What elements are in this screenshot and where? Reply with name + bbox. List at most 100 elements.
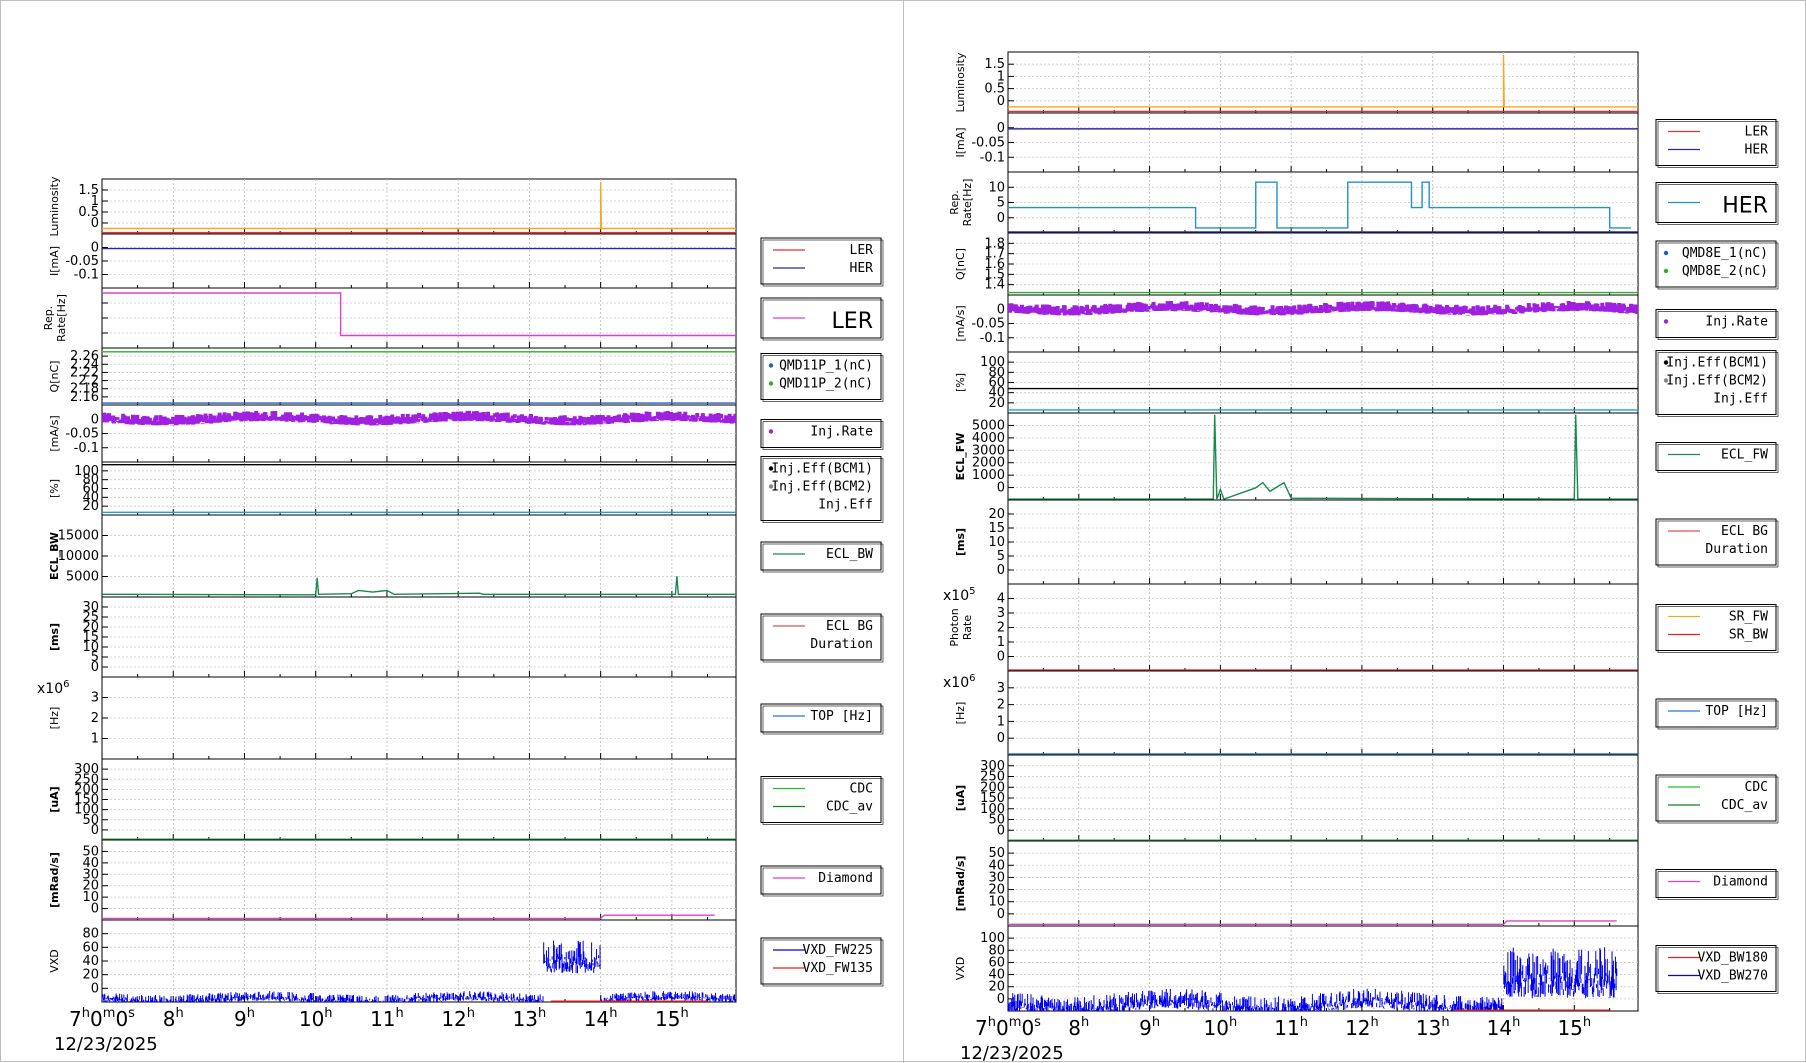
y-tick-label: 1.5 bbox=[984, 267, 1005, 282]
y-tick-label: 0 bbox=[91, 660, 99, 675]
y-tick-label: 50 bbox=[988, 813, 1005, 828]
x-tick-label: 12h bbox=[1345, 1015, 1379, 1040]
legend-box bbox=[1655, 698, 1777, 728]
legend-box bbox=[1655, 869, 1777, 898]
legend-swatch bbox=[768, 363, 774, 368]
legend-box bbox=[1655, 240, 1777, 288]
y-tick-label: 20 bbox=[82, 499, 99, 514]
x-tick-label: 8h bbox=[163, 1006, 184, 1031]
y-tick-label: 15000 bbox=[58, 529, 99, 544]
legend-shadow bbox=[1657, 776, 1779, 824]
legend-cdc: CDC CDC_av bbox=[1655, 774, 1779, 824]
y-tick-label: 300 bbox=[980, 759, 1005, 774]
y-tick-label: 10 bbox=[82, 640, 99, 655]
y-tick-label: 1 bbox=[997, 714, 1005, 729]
legend-label: CDC_av bbox=[1721, 798, 1768, 813]
legend-box bbox=[760, 541, 882, 571]
series-line-0 bbox=[1008, 181, 1631, 229]
legend-shadow bbox=[1657, 871, 1779, 900]
y-exponent-label: x105 bbox=[943, 586, 975, 604]
series-group bbox=[1008, 55, 1638, 113]
y-tick-label: 0 bbox=[997, 563, 1005, 578]
y-tick-label: 15 bbox=[82, 630, 99, 645]
legend-swatch bbox=[1663, 268, 1669, 274]
date-label: 12/23/2025 bbox=[960, 1043, 1064, 1063]
legend-label: Inj.Eff(BCM1) bbox=[771, 462, 873, 477]
y-tick-label: 0 bbox=[91, 412, 99, 427]
legend-label: Inj.Rate bbox=[1705, 315, 1768, 330]
y-tick-label: 0 bbox=[91, 981, 99, 996]
legend-eclbg: ECL BG Duration bbox=[760, 613, 884, 663]
subplot-top: 3 2 1 [Hz] x106 TOP [Hz] bbox=[37, 676, 884, 760]
legend-top: TOP [Hz] bbox=[1655, 698, 1779, 730]
legend-eclbg: ECL BG Duration bbox=[1655, 518, 1779, 568]
legend-shadow bbox=[762, 421, 884, 450]
y-axis-label: [mA/s] bbox=[48, 415, 61, 451]
y-tick-label: 2.18 bbox=[70, 382, 99, 397]
y-tick-label: 40 bbox=[988, 386, 1005, 401]
series-group bbox=[1008, 300, 1638, 316]
series-group bbox=[102, 463, 736, 514]
y-tick-label: 0 bbox=[997, 731, 1005, 746]
legend-label: CDC bbox=[1745, 780, 1768, 795]
y-tick-label: 0 bbox=[997, 992, 1005, 1007]
y-tick-label: 5 bbox=[997, 196, 1005, 211]
legend-vxd: VXD_BW180 VXD_BW270 bbox=[1655, 945, 1779, 994]
y-tick-label: 0 bbox=[997, 94, 1005, 109]
y-tick-label: 0.5 bbox=[984, 82, 1005, 97]
series-group bbox=[102, 940, 736, 1002]
x-tick-label: 13h bbox=[1416, 1015, 1450, 1040]
subplot-top: 3 21 0 [Hz] x106 TOP [Hz] bbox=[943, 670, 1779, 756]
legend-label: Inj.Eff bbox=[818, 498, 873, 513]
x-tick-label: 14h bbox=[584, 1006, 618, 1031]
y-tick-label: 3 bbox=[91, 691, 99, 706]
y-tick-label: 1.7 bbox=[984, 247, 1005, 262]
subplot-q: 1.81.71.61.51.4 Q[nC] QMD8E_1(nC) QMD8E_2(n… bbox=[954, 232, 1779, 296]
series-group bbox=[102, 576, 736, 596]
plot-frame bbox=[1007, 412, 1639, 501]
legend-box bbox=[760, 353, 882, 400]
legend-shadow bbox=[762, 867, 884, 897]
legend-shadow bbox=[1657, 520, 1779, 568]
y-tick-label: 200 bbox=[74, 782, 99, 797]
series-group bbox=[1008, 387, 1638, 411]
y-tick-label: -0.1 bbox=[74, 441, 99, 456]
y-tick-label: 3000 bbox=[972, 443, 1005, 458]
x-tick-label: 7h0m0s bbox=[69, 1006, 135, 1031]
y-tick-label: 40 bbox=[82, 856, 99, 871]
legend-swatch bbox=[768, 484, 774, 489]
legend-dia: Diamond bbox=[1655, 869, 1779, 900]
x-tick-label: 13h bbox=[513, 1006, 547, 1031]
y-tick-label: 30 bbox=[82, 600, 99, 615]
y-tick-label: 150 bbox=[74, 793, 99, 808]
series-group bbox=[102, 351, 736, 404]
y-tick-label: 40 bbox=[82, 490, 99, 505]
y-tick-label: 250 bbox=[74, 772, 99, 787]
y-tick-label: 60 bbox=[82, 940, 99, 955]
legend-swatch bbox=[1663, 250, 1669, 256]
y-exponent-label: x106 bbox=[37, 679, 69, 697]
legend-label: VXD_FW225 bbox=[803, 943, 873, 958]
legend-label: SR_FW bbox=[1729, 610, 1768, 625]
legend-top: TOP [Hz] bbox=[760, 703, 884, 735]
y-tick-label: 1 bbox=[91, 732, 99, 747]
y-tick-label: 3 bbox=[997, 681, 1005, 696]
y-axis-label: ECL_BW bbox=[48, 532, 61, 580]
legend-box bbox=[760, 456, 882, 521]
y-tick-label: 0.5 bbox=[78, 205, 99, 220]
series-group bbox=[1008, 920, 1617, 925]
legend-shadow bbox=[1657, 606, 1779, 653]
legend-label: Diamond bbox=[1713, 875, 1768, 890]
y-tick-label: 60 bbox=[82, 482, 99, 497]
legend-swatch bbox=[1663, 378, 1669, 383]
y-axis-label: [mA/s] bbox=[954, 305, 967, 341]
legend-label: HER bbox=[850, 261, 874, 276]
legend-label: VXD_BW180 bbox=[1698, 951, 1768, 966]
legend-inj: Inj.Rate bbox=[1655, 309, 1779, 340]
y-axis-label: PhotonRate bbox=[948, 608, 974, 646]
